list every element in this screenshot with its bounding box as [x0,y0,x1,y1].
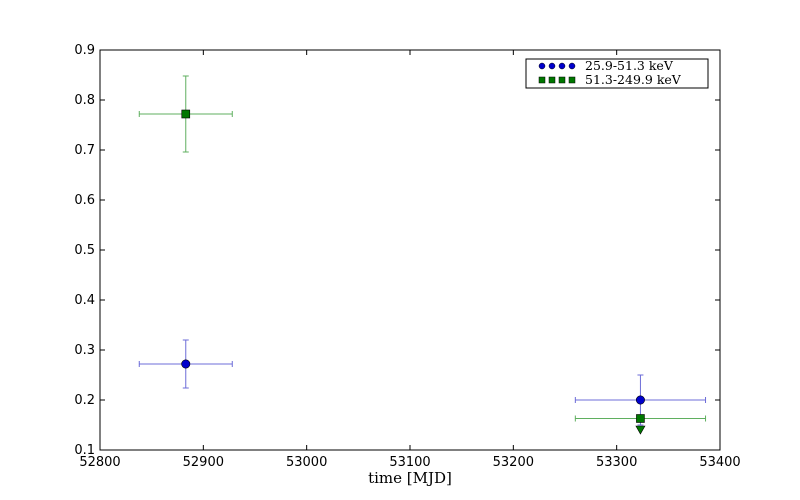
y-tick-label: 0.4 [74,293,95,308]
legend-marker [538,76,546,84]
y-tick-label: 0.5 [74,243,95,258]
data-point [181,109,191,119]
legend-marker [568,76,576,84]
x-tick-label: 53100 [389,455,430,470]
legend-label: 25.9-51.3 keV [585,58,674,73]
legend-box [525,58,709,89]
legend-marker [548,62,556,70]
y-tick-label: 0.2 [74,393,95,408]
data-point [635,395,645,405]
y-tick-label: 0.3 [74,343,95,358]
y-tick-label: 0.9 [74,43,95,58]
axis-ticks: 52800 52900 53000 53100 53200 53300 53400 0.1 0.… [74,43,740,470]
y-tick-label: 0.1 [74,443,95,458]
y-tick-label: 0.8 [74,93,95,108]
legend-marker [558,62,566,70]
legend-label: 51.3-249.9 keV [585,72,682,87]
x-axis-title: time [MJD] [368,469,452,487]
legend-marker [558,76,566,84]
data-marks [138,75,707,435]
x-tick-label: 52800 [79,455,120,470]
legend-marker [548,76,556,84]
y-tick-label: 0.6 [74,193,95,208]
y-tick-label: 0.7 [74,143,95,158]
x-tick-label: 52900 [183,455,224,470]
legend-marker [538,62,546,70]
plot-background [100,50,720,450]
upper-limit-marker [635,425,646,435]
data-point [181,359,191,369]
x-tick-label: 53000 [286,455,327,470]
plot-frame [99,49,721,451]
x-tick-label: 53300 [596,455,637,470]
legend-marker [568,62,576,70]
data-point [636,414,645,423]
x-tick-label: 53200 [493,455,534,470]
x-tick-label: 53400 [699,455,740,470]
